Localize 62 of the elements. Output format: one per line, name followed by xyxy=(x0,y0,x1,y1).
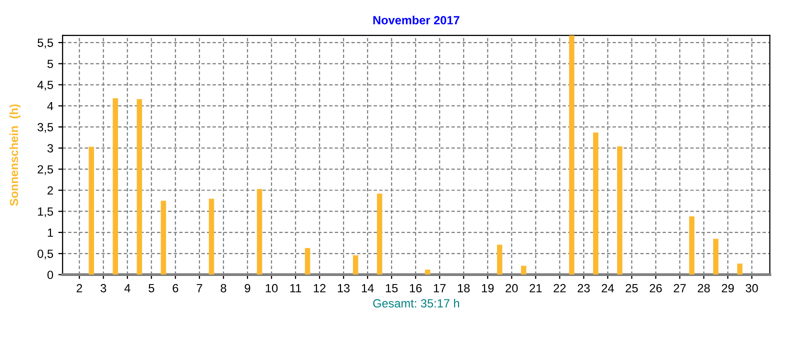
y-tick-label: 2 xyxy=(48,186,53,195)
x-tick-label: 12 xyxy=(314,284,326,292)
bar xyxy=(112,98,118,275)
x-tick-label: 25 xyxy=(626,284,638,292)
bar xyxy=(376,194,382,275)
bar xyxy=(617,146,622,275)
y-tick-label: 0,5 xyxy=(38,250,54,260)
x-tick-label: 7 xyxy=(196,284,202,292)
x-tick-label: 2 xyxy=(76,284,82,292)
x-tick-label: 17 xyxy=(434,284,446,292)
y-tick-label: 5 xyxy=(47,60,54,68)
y-tick-label: 4 xyxy=(47,102,54,110)
x-tick-label: 10 xyxy=(266,284,278,292)
x-tick-label: 21 xyxy=(530,284,542,292)
x-tick-label: 28 xyxy=(698,284,710,292)
x-tick-label: 19 xyxy=(482,284,494,292)
bar xyxy=(424,270,430,275)
y-tick-label: 3,5 xyxy=(38,122,54,133)
y-tick-label: 1,5 xyxy=(38,208,54,218)
y-tick-label: 3 xyxy=(47,144,54,152)
x-tick-label: 9 xyxy=(244,284,250,292)
bar xyxy=(304,248,310,275)
chart-title: November 2017 xyxy=(373,16,460,24)
y-tick-label: 0 xyxy=(47,270,54,280)
x-tick-label: 20 xyxy=(506,284,518,292)
x-tick-label: 22 xyxy=(554,284,566,292)
x-tick-label: 16 xyxy=(410,284,422,292)
x-axis-title: Gesamt: 35:17 h xyxy=(373,298,460,308)
bar xyxy=(208,198,214,275)
x-tick-label: 23 xyxy=(578,284,590,292)
x-tick-label: 18 xyxy=(458,284,470,292)
x-tick-label: 4 xyxy=(124,284,130,292)
y-tick-label: 4,5 xyxy=(37,80,54,91)
x-tick-label: 3 xyxy=(100,284,106,292)
bar xyxy=(352,255,358,275)
x-tick-label: 26 xyxy=(650,284,662,292)
y-tick-label: 5,5 xyxy=(38,38,54,48)
bar xyxy=(689,216,694,275)
x-tick-label: 11 xyxy=(290,284,302,292)
y-axis-title: Sonnenschein (h) xyxy=(9,104,20,206)
bar xyxy=(569,35,574,275)
bar xyxy=(521,266,526,275)
bar xyxy=(737,264,742,275)
y-tick-label: 2,5 xyxy=(38,165,54,175)
x-tick-label: 29 xyxy=(722,284,734,292)
bar xyxy=(593,132,598,275)
bar xyxy=(136,99,142,275)
bar xyxy=(88,146,94,275)
x-tick-label: 24 xyxy=(602,284,614,292)
bar xyxy=(497,244,502,275)
x-tick-label: 14 xyxy=(362,284,374,292)
x-tick-label: 30 xyxy=(746,284,758,292)
x-tick-label: 13 xyxy=(338,284,350,292)
x-tick-label: 8 xyxy=(220,284,226,292)
bar xyxy=(160,200,166,275)
x-tick-label: 5 xyxy=(148,284,154,292)
bar xyxy=(713,238,718,275)
y-tick-label: 1 xyxy=(48,228,53,237)
x-tick-label: 15 xyxy=(386,284,398,292)
x-tick-label: 27 xyxy=(674,284,686,292)
x-tick-label: 6 xyxy=(172,284,178,292)
bar xyxy=(256,188,262,275)
